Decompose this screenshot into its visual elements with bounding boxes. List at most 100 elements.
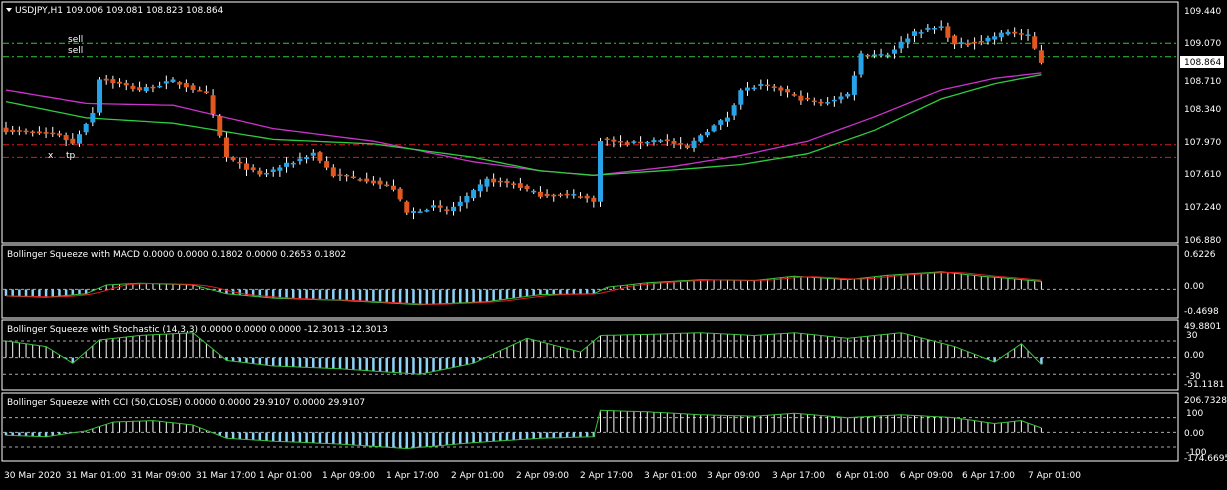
cci-tick: -100 — [1186, 448, 1207, 458]
candle-body — [952, 35, 958, 45]
candle-body — [210, 95, 216, 114]
candle-body — [811, 100, 817, 103]
cci-axis: 206.7328 100 0.00 -100 -174.6695 — [1184, 396, 1227, 464]
candle-body — [865, 54, 871, 57]
time-tick: 31 Mar 09:00 — [131, 471, 191, 481]
candle-body — [290, 162, 296, 165]
candle-body — [644, 141, 650, 144]
candle-body — [611, 139, 617, 142]
candle-body — [965, 43, 971, 46]
price-tick: 109.440 — [1184, 7, 1221, 17]
candle-body — [397, 188, 403, 200]
stoch-tick: -30 — [1186, 372, 1201, 382]
candle-body — [765, 84, 771, 87]
price-tick: 109.070 — [1184, 39, 1221, 49]
candle-body — [724, 117, 730, 122]
sell-label-1: sell — [68, 35, 83, 45]
candle-body — [1018, 33, 1024, 35]
candle-body — [918, 32, 924, 34]
candle-body — [410, 210, 416, 213]
time-tick: 3 Apr 01:00 — [644, 471, 697, 481]
candle-body — [70, 138, 76, 144]
candle-body — [484, 178, 490, 187]
candle-body — [377, 180, 383, 185]
candle-body — [264, 172, 270, 175]
candle-body — [30, 131, 36, 134]
time-tick: 6 Apr 01:00 — [836, 471, 889, 481]
cci-tick: -174.6695 — [1184, 454, 1227, 464]
candle-body — [491, 178, 497, 183]
sell-label-2: sell — [68, 46, 83, 56]
candle-body — [384, 184, 390, 187]
candle-body — [958, 42, 964, 45]
time-tick: 1 Apr 09:00 — [322, 471, 375, 481]
candle-body — [891, 49, 897, 54]
candle-body — [197, 90, 203, 92]
candle-body — [404, 201, 410, 213]
price-tick: 108.340 — [1184, 105, 1221, 115]
candle-body — [992, 36, 998, 40]
main-pane-frame — [1, 1, 1179, 244]
time-tick: 3 Apr 09:00 — [707, 471, 760, 481]
time-tick: 7 Apr 01:00 — [1028, 471, 1081, 481]
candle-body — [898, 41, 904, 49]
stoch-title: Bollinger Squeeze with Stochastic (14,3,… — [7, 325, 388, 335]
candle-body — [16, 130, 22, 132]
candle-body — [945, 26, 951, 38]
time-tick: 6 Apr 09:00 — [900, 471, 953, 481]
time-tick: 30 Mar 2020 — [4, 471, 61, 481]
symbol-dropdown-icon[interactable] — [6, 8, 12, 12]
time-tick: 1 Apr 01:00 — [259, 471, 312, 481]
candle-body — [137, 87, 143, 91]
candle-body — [90, 112, 96, 123]
candle-body — [711, 125, 717, 132]
candle-body — [798, 95, 804, 101]
macd-tick: 0.00 — [1184, 282, 1204, 292]
candle-body — [297, 158, 303, 162]
candle-body — [571, 194, 577, 196]
candle-body — [250, 167, 256, 171]
candle-body — [150, 86, 156, 89]
price-tick: 107.240 — [1184, 203, 1221, 213]
candle-body — [851, 75, 857, 95]
candle-body — [671, 141, 677, 144]
tp-marker-icon: x — [48, 151, 54, 161]
candle-body — [691, 140, 697, 148]
stoch-pane-frame — [1, 319, 1179, 391]
price-tick: 107.970 — [1184, 138, 1221, 148]
candle-body — [785, 89, 791, 93]
candle-body — [544, 193, 550, 197]
candle-body — [778, 87, 784, 91]
cci-tick: 206.7328 — [1184, 396, 1227, 406]
candle-body — [357, 179, 363, 181]
candle-body — [110, 79, 116, 84]
candle-body — [63, 135, 69, 141]
candle-body — [243, 163, 249, 170]
ma-slow-line — [5, 72, 1042, 176]
candle-body — [684, 145, 690, 148]
candle-body — [217, 116, 223, 136]
time-tick: 6 Apr 17:00 — [962, 471, 1015, 481]
candle-body — [871, 54, 877, 56]
cci-title: Bollinger Squeeze with CCI (50,CLOSE) 0.… — [7, 398, 365, 408]
stoch-axis: 49.8801 30 0.00 -30 -51.1181 — [1184, 322, 1224, 390]
candle-body — [304, 156, 310, 159]
candle-body — [731, 105, 737, 116]
candle-body — [718, 120, 724, 125]
candle-body — [277, 167, 283, 171]
candle-body — [658, 140, 664, 142]
candle-body — [805, 97, 811, 100]
candle-body — [183, 83, 189, 88]
candle-body — [130, 85, 136, 89]
candle-body — [885, 54, 891, 57]
time-tick: 2 Apr 01:00 — [451, 471, 504, 481]
candle-body — [998, 32, 1004, 38]
time-tick: 31 Mar 01:00 — [66, 471, 126, 481]
candle-body — [23, 130, 29, 133]
candle-body — [771, 86, 777, 88]
candle-body — [1005, 31, 1011, 35]
candle-body — [551, 194, 557, 197]
candle-body — [344, 174, 350, 177]
